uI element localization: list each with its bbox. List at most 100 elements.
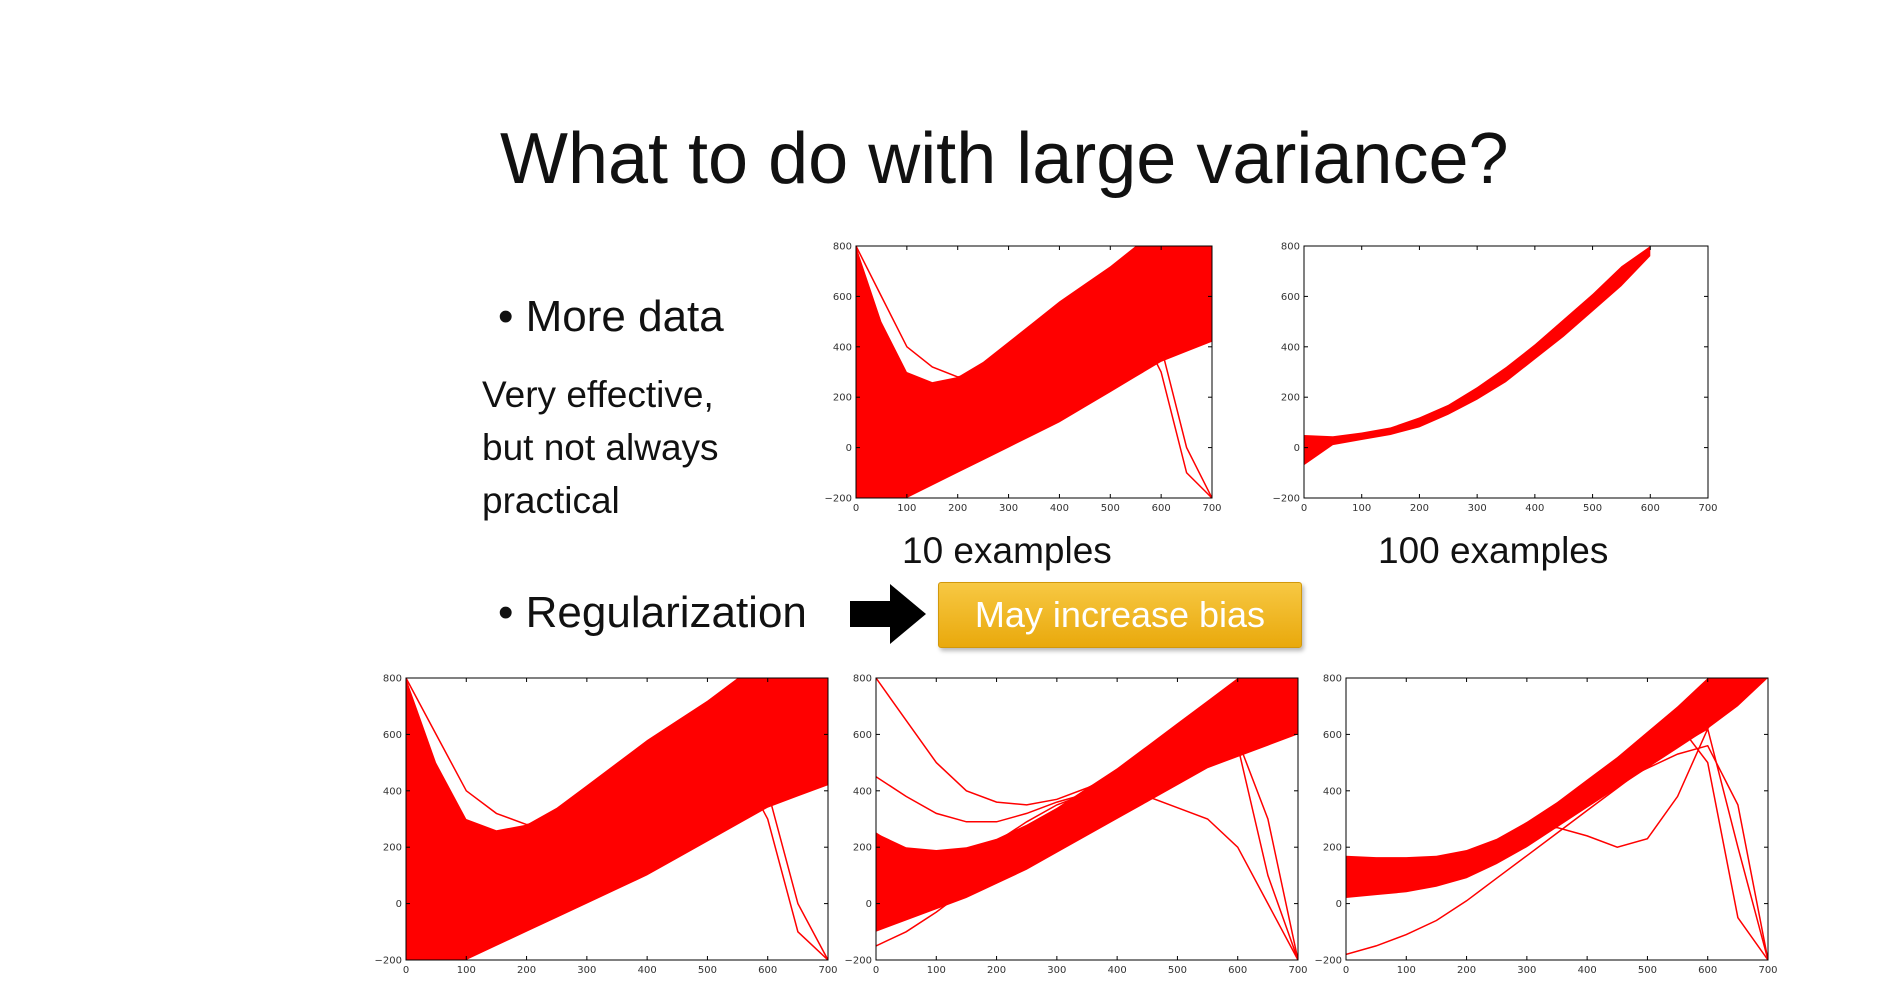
y-tick-label: 200: [1281, 393, 1300, 404]
caption-100-examples: 100 examples: [1378, 530, 1609, 571]
x-tick-label: 400: [1525, 503, 1544, 514]
x-tick-label: 0: [853, 503, 859, 514]
curve-line: [876, 678, 1298, 863]
curve-band: [1304, 246, 1651, 466]
plot-frame: [405, 677, 829, 961]
x-tick-label: 600: [1698, 965, 1717, 976]
plot-frame: [875, 677, 1299, 961]
x-tick-label: 200: [517, 965, 536, 976]
x-tick-label: 600: [1228, 965, 1247, 976]
x-tick-label: 500: [698, 965, 717, 976]
more-data-note: Very effective, but not always practical: [482, 368, 782, 527]
x-tick-label: 200: [987, 965, 1006, 976]
x-tick-label: 400: [1108, 965, 1127, 976]
y-tick-label: 600: [1281, 292, 1300, 303]
y-tick-label: −200: [1273, 494, 1300, 505]
x-tick-label: 500: [1583, 503, 1602, 514]
curve-line: [1346, 727, 1768, 960]
x-tick-label: 0: [873, 965, 879, 976]
y-tick-label: −200: [1315, 956, 1342, 967]
y-tick-label: 800: [853, 674, 872, 685]
curve-line: [406, 678, 828, 888]
right-arrow-icon: [850, 584, 926, 644]
x-tick-label: 200: [1410, 503, 1429, 514]
y-tick-label: 600: [833, 292, 852, 303]
curve-band: [406, 678, 828, 960]
plot-frame: [1345, 677, 1769, 961]
curve-band: [1346, 678, 1768, 898]
y-tick-label: −200: [375, 956, 402, 967]
y-tick-label: 0: [1336, 899, 1342, 910]
curve-line: [856, 296, 1212, 498]
x-tick-label: 700: [818, 965, 837, 976]
x-tick-label: 100: [927, 965, 946, 976]
x-tick-label: 300: [1517, 965, 1536, 976]
curve-line: [406, 678, 828, 960]
y-tick-label: 400: [1281, 342, 1300, 353]
x-tick-label: 600: [1152, 503, 1171, 514]
x-tick-label: 500: [1101, 503, 1120, 514]
curve-line: [406, 678, 828, 826]
y-tick-label: 800: [383, 674, 402, 685]
y-tick-label: 600: [1323, 730, 1342, 741]
curve-line: [876, 739, 1298, 960]
x-tick-label: 300: [999, 503, 1018, 514]
curve-line: [856, 246, 1212, 378]
y-tick-label: 200: [833, 393, 852, 404]
y-tick-label: 0: [846, 443, 852, 454]
x-tick-label: 600: [1641, 503, 1660, 514]
x-tick-label: 0: [1343, 965, 1349, 976]
curve-line: [406, 734, 828, 960]
note-line-2: but not always: [482, 427, 719, 468]
y-tick-label: 200: [1323, 843, 1342, 854]
y-tick-label: 400: [833, 342, 852, 353]
y-tick-label: 800: [1323, 674, 1342, 685]
y-tick-label: 600: [383, 730, 402, 741]
x-tick-label: 200: [948, 503, 967, 514]
curve-line: [856, 246, 1212, 434]
y-tick-label: 0: [1294, 443, 1300, 454]
x-tick-label: 100: [457, 965, 476, 976]
x-tick-label: 400: [1050, 503, 1069, 514]
x-tick-label: 300: [577, 965, 596, 976]
curve-line: [876, 678, 1298, 960]
x-tick-label: 0: [1301, 503, 1307, 514]
x-tick-label: 500: [1638, 965, 1657, 976]
y-tick-label: 0: [396, 899, 402, 910]
x-tick-label: 700: [1698, 503, 1717, 514]
callout-may-increase-bias: May increase bias: [938, 582, 1302, 648]
x-tick-label: 300: [1047, 965, 1066, 976]
curve-line: [856, 305, 1212, 498]
curve-band: [856, 246, 1212, 498]
curve-line: [1346, 722, 1768, 960]
y-tick-label: 400: [853, 786, 872, 797]
y-tick-label: 400: [1323, 786, 1342, 797]
plot-frame: [855, 245, 1213, 499]
x-tick-label: 500: [1168, 965, 1187, 976]
x-tick-label: 700: [1288, 965, 1307, 976]
y-tick-label: 400: [383, 786, 402, 797]
bullet-regularization: • Regularization: [498, 588, 807, 637]
note-line-3: practical: [482, 480, 620, 521]
x-tick-label: 400: [638, 965, 657, 976]
y-tick-label: −200: [845, 956, 872, 967]
x-tick-label: 100: [1397, 965, 1416, 976]
x-tick-label: 700: [1758, 965, 1777, 976]
caption-10-examples: 10 examples: [902, 530, 1112, 571]
y-tick-label: 800: [1281, 242, 1300, 253]
bullet-more-data: • More data: [498, 292, 724, 341]
slide-title: What to do with large variance?: [500, 119, 1509, 199]
curve-line: [1346, 744, 1768, 960]
note-line-1: Very effective,: [482, 374, 714, 415]
y-tick-label: 200: [383, 843, 402, 854]
y-tick-label: 800: [833, 242, 852, 253]
y-tick-label: −200: [825, 494, 852, 505]
curve-line: [1346, 678, 1768, 877]
x-tick-label: 200: [1457, 965, 1476, 976]
curve-line: [406, 744, 828, 960]
curve-line: [856, 246, 1212, 498]
x-tick-label: 600: [758, 965, 777, 976]
